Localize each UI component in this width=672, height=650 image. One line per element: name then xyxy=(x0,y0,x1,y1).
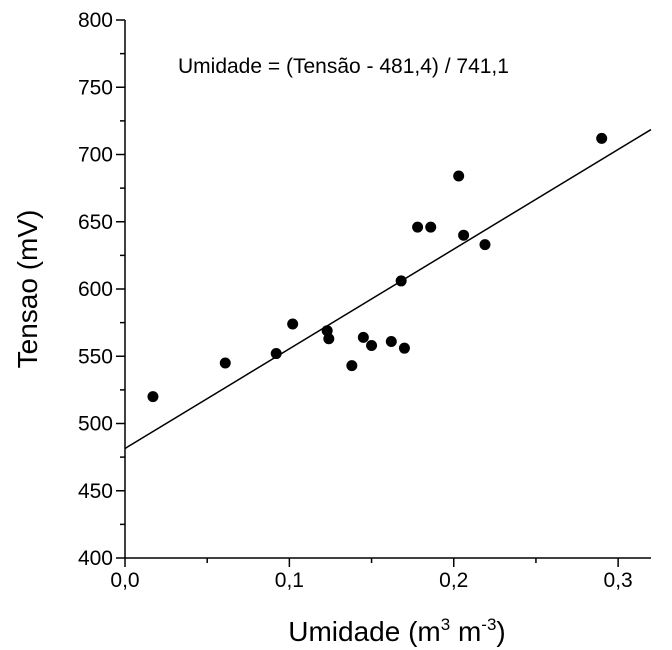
data-point xyxy=(425,221,437,233)
data-point xyxy=(453,170,465,182)
x-axis-title: Umidade (m3 m-3) xyxy=(288,615,506,647)
data-point xyxy=(366,339,378,351)
y-tick-label: 450 xyxy=(78,480,113,503)
x-tick-label: 0,1 xyxy=(275,569,304,592)
data-point xyxy=(398,342,410,354)
data-point xyxy=(357,331,369,343)
data-point xyxy=(458,229,470,241)
y-axis-title: Tensao (mV) xyxy=(12,210,43,369)
x-tick-label: 0,2 xyxy=(439,569,468,592)
y-tick-label: 500 xyxy=(78,413,113,436)
data-point xyxy=(323,333,335,345)
data-point xyxy=(219,357,231,369)
data-point xyxy=(395,275,407,287)
y-tick-label: 750 xyxy=(78,76,113,99)
data-point xyxy=(385,335,397,347)
y-axis-ticks: 400 450 500 550 600 650 700 750 800 xyxy=(78,9,125,570)
y-tick-label: 550 xyxy=(78,345,113,368)
annotation-equation: Umidade = (Tensão - 481,4) / 741,1 xyxy=(178,55,509,78)
y-tick-label: 700 xyxy=(78,144,113,167)
data-point xyxy=(287,318,299,330)
data-point xyxy=(412,221,424,233)
regression-line-layer xyxy=(124,128,652,450)
x-tick-label: 0,3 xyxy=(604,569,633,592)
y-tick-label: 650 xyxy=(78,211,113,234)
x-axis-title-sup1: 3 xyxy=(441,615,450,634)
x-tick-label: 0,0 xyxy=(110,569,139,592)
y-tick-label: 800 xyxy=(78,9,113,32)
data-point xyxy=(147,391,159,403)
x-axis-title-mid: m xyxy=(450,616,481,647)
x-axis-title-text: Umidade (m xyxy=(288,616,440,647)
data-points-layer xyxy=(147,132,608,403)
regression-line xyxy=(124,128,652,450)
data-point xyxy=(346,360,358,372)
y-tick-label: 400 xyxy=(78,547,113,570)
x-axis-title-end: ) xyxy=(496,616,505,647)
data-point xyxy=(479,239,491,251)
x-axis-ticks: 0,0 0,1 0,2 0,3 xyxy=(110,558,633,592)
data-point xyxy=(270,348,282,360)
x-axis-title-sup2: -3 xyxy=(481,615,496,634)
y-tick-label: 600 xyxy=(78,278,113,301)
data-point xyxy=(596,132,608,144)
